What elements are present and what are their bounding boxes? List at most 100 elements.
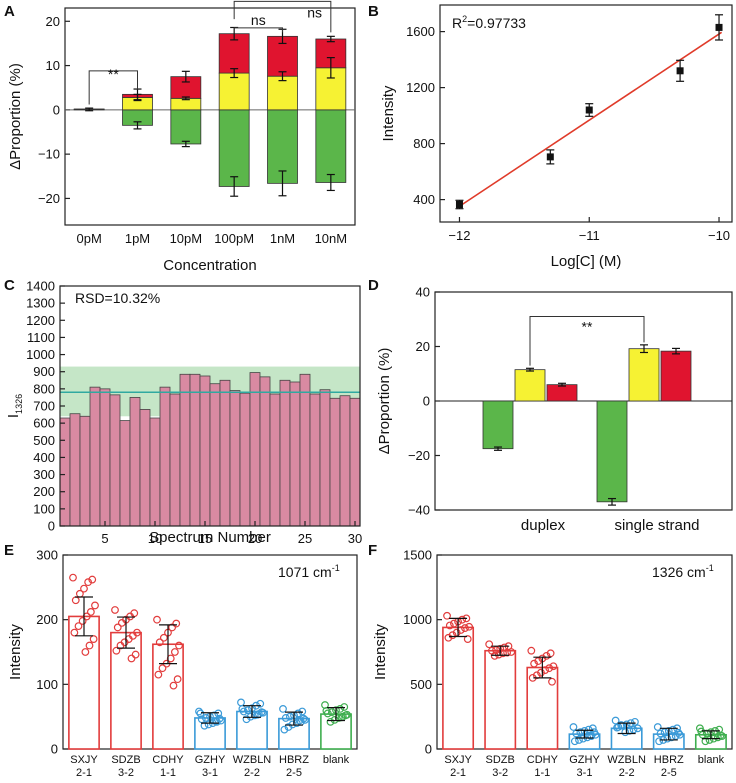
panel-f-sample-point	[701, 737, 710, 746]
panel-e-sample-point	[112, 646, 121, 655]
panel-f-sample-point	[463, 635, 472, 643]
panel-e-sample-point	[169, 681, 178, 690]
panel-f-sample-point	[675, 730, 684, 739]
panel-e-sample-point	[91, 601, 99, 610]
panel-e-category-label: CDHY	[152, 754, 184, 766]
panel-e-sample-point	[154, 670, 163, 679]
panel-a-category-label: 10pM	[170, 231, 203, 246]
panel-c-ytick-label: 1300	[26, 296, 55, 311]
panel-e-sample-point	[159, 633, 168, 642]
panel-f-sample-point	[655, 737, 664, 746]
panel-c-bar	[129, 397, 141, 527]
panel-e-sample-point	[175, 641, 183, 650]
panel-f-sample-point	[494, 650, 503, 659]
panel-f-bar	[526, 666, 559, 750]
panel-d-ytick-label: 0	[423, 394, 430, 409]
panel-c-bar	[79, 415, 91, 527]
panel-c-bar	[119, 420, 131, 527]
panel-c-bar	[309, 393, 321, 527]
panel-c-ytick-label: 700	[33, 399, 55, 414]
panel-e-ytick-label: 300	[36, 548, 58, 563]
panel-e-sample-point	[281, 714, 290, 722]
panel-c-bar	[99, 388, 111, 527]
panel-c-ytick-label: 400	[33, 450, 55, 465]
panel-c-xtick-label: 5	[101, 531, 108, 546]
panel-c-y-axis-title: I1326	[5, 394, 24, 418]
panel-b-data-point	[585, 106, 593, 114]
panel-a-stacked-bar-chart: −20 −10 0 10 20 0pM 1pM 10pM 100pM 1nM 10nM ** ns ns Δ…	[7, 0, 356, 274]
panel-d-category-label: duplex	[521, 517, 566, 534]
panel-c-bar	[199, 375, 211, 527]
panel-a-category-label: 100pM	[214, 231, 254, 246]
panel-c-bar	[169, 393, 181, 527]
panel-c-rsd-label: RSD=10.32%	[75, 290, 160, 306]
panel-c-ytick-label: 1000	[26, 347, 55, 362]
panel-a-ytick-label: −20	[38, 191, 60, 206]
panel-d-bar-yellow	[514, 369, 546, 402]
panel-f-sample-point	[503, 648, 512, 657]
panel-a-category-label: 0pM	[77, 231, 102, 246]
panel-d-bar-yellow	[628, 348, 660, 402]
panel-e-sample-point	[280, 725, 289, 734]
panel-e-sample-point	[74, 622, 83, 631]
panel-c-ytick-label: 500	[33, 433, 55, 448]
panel-f-sample-point	[576, 728, 585, 737]
panel-a-category-label: 10nM	[315, 231, 348, 246]
panel-f-category-label: CDHY	[527, 754, 559, 766]
panel-e-ytick-label: 100	[36, 677, 58, 692]
panel-e-bar	[68, 615, 100, 750]
panel-a-category-label: 1pM	[125, 231, 150, 246]
panel-e-sample-point	[322, 706, 331, 715]
panel-e-sample-point	[113, 623, 122, 632]
panel-e-sample-point	[336, 705, 345, 713]
panel-e-sample-point	[170, 648, 179, 656]
panel-d-significance-bracket	[529, 316, 645, 366]
panel-f-sample-point	[444, 633, 453, 642]
panel-e-sample-point	[89, 635, 98, 643]
panel-b-ytick-label: 800	[413, 136, 435, 151]
panel-d-ytick-label: 20	[416, 339, 430, 354]
panel-f-ytick-label: 500	[410, 677, 432, 692]
panel-f-category-label: 2-2	[619, 767, 635, 779]
panel-f-sample-point	[443, 611, 451, 620]
panel-e-sample-point	[284, 723, 293, 731]
panel-c-bar	[249, 372, 261, 527]
panel-f-ytick-label: 0	[425, 742, 432, 757]
panel-e-sample-point	[243, 706, 252, 715]
panel-e-sample-point	[81, 648, 90, 656]
panel-f-sample-point	[542, 651, 551, 660]
panel-f-sample-point	[621, 728, 630, 737]
panel-e-category-label: 2-2	[244, 767, 260, 779]
panel-c-ytick-label: 800	[33, 381, 55, 396]
panel-d-significance-label: **	[582, 319, 593, 335]
panel-b-data-point	[676, 67, 684, 75]
panel-e-sample-point	[257, 708, 266, 717]
panel-d-ytick-label: −20	[408, 448, 430, 463]
panel-e-sample-point	[285, 712, 294, 721]
panel-c-bar	[89, 386, 101, 527]
panel-a-bar-green	[218, 109, 250, 187]
panel-a-ns-label: ns	[251, 12, 266, 28]
panel-e-sample-point	[340, 703, 349, 711]
panel-d-ytick-label: −40	[408, 503, 430, 518]
panel-a-significance-label: **	[108, 66, 119, 82]
panel-b-xtick-label: −10	[708, 228, 730, 243]
panel-e-sample-point	[153, 615, 161, 624]
panel-c-bar	[349, 397, 361, 527]
panel-a-ns-bracket	[233, 27, 283, 33]
panel-e-sample-point	[215, 714, 224, 723]
panel-a-y-axis-title: ΔProportion (%)	[7, 63, 24, 170]
panel-c-ytick-label: 0	[48, 519, 55, 534]
panel-e-sample-point	[172, 619, 181, 628]
panel-label-b: B	[368, 3, 379, 20]
panel-c-ytick-label: 100	[33, 501, 55, 516]
panel-e-category-label: HBRZ	[279, 754, 309, 766]
panel-e-sample-point	[242, 715, 251, 724]
panel-label-d: D	[368, 277, 379, 294]
panel-e-sample-point	[253, 710, 262, 719]
panel-c-bar	[149, 417, 161, 527]
panel-f-category-label: 2-1	[450, 767, 466, 779]
panel-f-category-label: SDZB	[486, 754, 515, 766]
panel-f-category-label: GZHY	[569, 754, 600, 766]
